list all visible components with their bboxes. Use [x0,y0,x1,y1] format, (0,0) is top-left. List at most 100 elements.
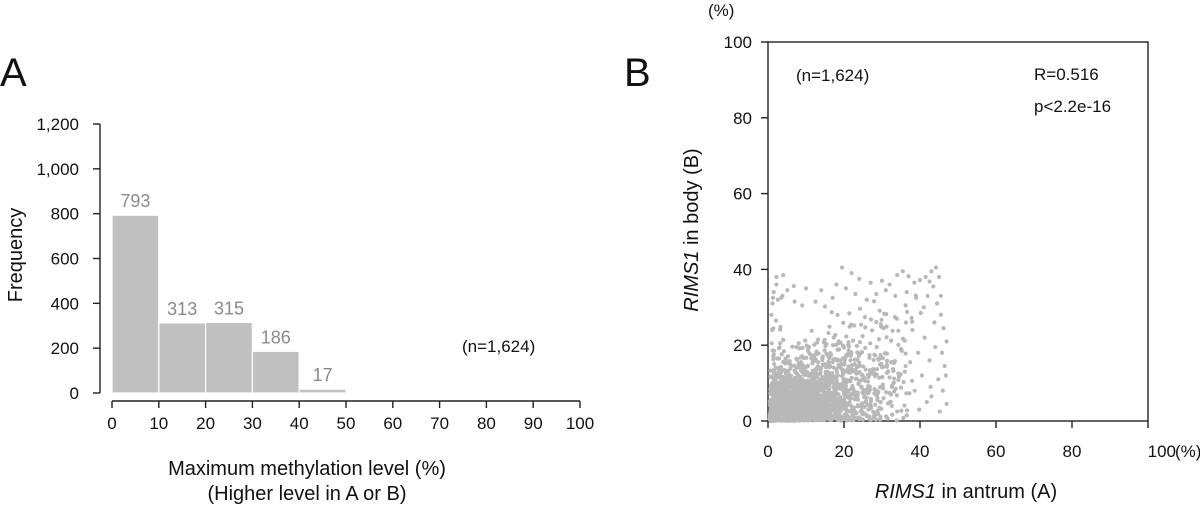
y-tick-label: 20 [733,336,752,355]
scatter-point [827,381,832,386]
panel-a-bar-labels: 793 313 315 186 17 [120,191,332,385]
scatter-point [823,370,828,375]
scatter-point [777,410,782,415]
scatter-point [864,297,869,302]
scatter-point [772,381,777,386]
scatter-point [782,405,787,410]
scatter-point [817,401,822,406]
scatter-point [774,282,779,287]
scatter-point [783,371,788,376]
scatter-point [795,357,800,362]
scatter-point [835,312,840,317]
scatter-point [871,299,877,304]
scatter-point [936,377,941,382]
panel-b-scatter: B (%) RIMS1 in body (B) 0 20 40 60 80 100 0 20… [624,1,1200,503]
scatter-point [855,404,860,409]
scatter-point [910,327,915,333]
scatter-point [816,408,821,413]
scatter-point [852,389,857,394]
scatter-point [771,354,776,359]
scatter-point [863,367,868,372]
bar-value-label: 17 [313,365,333,385]
scatter-point [912,280,917,285]
scatter-point [904,391,909,396]
scatter-point [819,288,824,293]
scatter-point [852,397,858,402]
scatter-point [838,395,843,400]
panel-b-plot-frame [767,41,1149,422]
scatter-point [800,389,805,394]
scatter-point [872,391,877,396]
scatter-point [876,337,882,342]
scatter-point [831,357,836,362]
scatter-point [779,413,784,418]
scatter-point [883,288,888,293]
scatter-point [903,320,909,325]
scatter-point [817,404,822,409]
scatter-point [898,346,904,352]
scatter-point [868,399,874,404]
histogram-bar [298,388,347,394]
y-tick-label: 0 [70,384,79,403]
scatter-point [854,411,859,416]
scatter-point [922,335,927,340]
scatter-point [829,393,834,399]
scatter-point [841,398,846,403]
scatter-point [795,388,801,394]
scatter-point [879,317,884,322]
scatter-point [775,356,780,361]
panel-b-x-axis-gene: RIMS1 [875,481,936,503]
scatter-point [822,337,827,342]
scatter-point [893,386,898,391]
scatter-point [815,364,820,369]
y-tick-label: 60 [733,185,752,204]
scatter-point [827,355,832,360]
scatter-point [779,387,784,393]
scatter-point [906,274,911,279]
scatter-point [784,374,790,380]
scatter-point [808,417,813,422]
scatter-point [868,317,874,322]
scatter-point [849,375,854,380]
scatter-point [896,342,901,347]
scatter-point [878,322,883,327]
panel-a-x-ticks: 0 10 20 30 40 50 60 70 80 90 100 [107,401,594,433]
scatter-point [789,380,795,385]
scatter-point [884,364,890,369]
scatter-point [836,417,842,422]
scatter-point [942,363,947,369]
scatter-point [782,389,787,394]
scatter-point [830,295,835,300]
panel-a-x-axis-title: Maximum methylation level (%) [168,458,446,480]
scatter-point [917,277,923,283]
scatter-point [865,379,871,384]
bar-value-label: 315 [214,298,244,318]
scatter-point [828,351,833,356]
scatter-point [849,396,854,401]
scatter-point [881,326,886,331]
scatter-point [835,347,840,352]
scatter-point [916,350,921,355]
scatter-point [842,412,847,417]
scatter-point [895,409,900,414]
scatter-point [877,405,882,410]
scatter-point [892,360,897,366]
bar-value-label: 793 [120,191,150,211]
scatter-point [824,351,829,357]
panel-b-x-axis-rest: in antrum (A) [936,481,1057,503]
scatter-point [822,392,827,397]
scatter-point [839,406,844,411]
scatter-point [938,293,944,299]
scatter-point [823,343,828,349]
scatter-point [783,361,788,366]
x-tick-label: 80 [1063,442,1082,461]
scatter-point [809,395,815,400]
scatter-point [874,366,880,372]
scatter-point [809,328,814,333]
scatter-point [786,354,791,359]
y-tick-label: 1,000 [36,160,79,179]
scatter-point [873,353,878,358]
scatter-point [879,278,885,283]
scatter-point [878,414,883,419]
scatter-point [944,339,949,344]
